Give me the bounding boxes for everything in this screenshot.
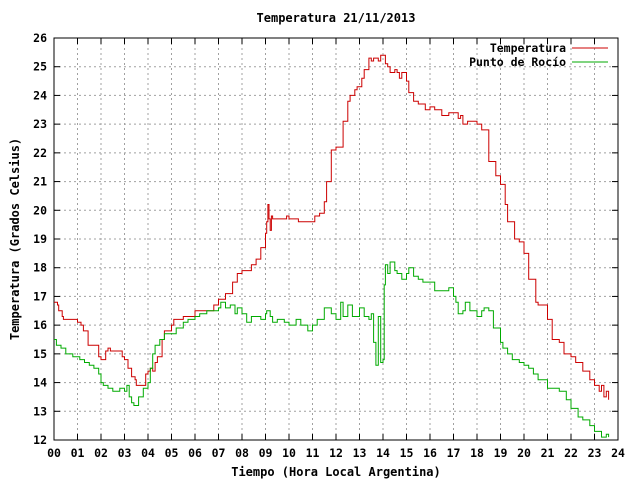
legend-label-punto-de-rocio: Punto de Rocío xyxy=(469,55,566,69)
x-tick-label: 00 xyxy=(47,446,61,460)
x-tick-label: 05 xyxy=(165,446,179,460)
x-tick-label: 01 xyxy=(71,446,85,460)
y-tick-label: 20 xyxy=(33,203,47,217)
y-tick-label: 26 xyxy=(33,31,47,45)
x-tick-label: 03 xyxy=(118,446,132,460)
x-tick-label: 18 xyxy=(470,446,484,460)
x-tick-label: 02 xyxy=(94,446,108,460)
x-tick-label: 13 xyxy=(353,446,367,460)
x-axis-label: Tiempo (Hora Local Argentina) xyxy=(231,465,441,479)
x-tick-label: 11 xyxy=(306,446,320,460)
y-tick-label: 17 xyxy=(33,289,47,303)
y-tick-label: 13 xyxy=(33,404,47,418)
chart-title: Temperatura 21/11/2013 xyxy=(257,11,416,25)
x-tick-label: 16 xyxy=(423,446,437,460)
y-tick-labels: 12 13 14 15 16 17 18 19 20 21 22 23 24 25 26 xyxy=(33,31,47,447)
x-tick-label: 12 xyxy=(329,446,343,460)
x-tick-labels: 00 01 02 03 04 05 06 07 08 09 10 11 12 13 14 15 16 17 18 19… xyxy=(47,446,625,460)
x-tick-label: 22 xyxy=(564,446,578,460)
y-tick-label: 18 xyxy=(33,261,47,275)
y-tick-label: 23 xyxy=(33,117,47,131)
x-tick-label: 17 xyxy=(447,446,461,460)
y-tick-label: 14 xyxy=(33,376,47,390)
y-axis-label: Temperatura (Grados Celsius) xyxy=(8,138,22,340)
x-tick-label: 24 xyxy=(611,446,625,460)
x-tick-label: 23 xyxy=(588,446,602,460)
plot-frame xyxy=(53,37,619,441)
x-tick-label: 06 xyxy=(188,446,202,460)
x-tick-label: 15 xyxy=(400,446,414,460)
x-tick-label: 08 xyxy=(235,446,249,460)
y-tick-label: 12 xyxy=(33,433,47,447)
x-tick-label: 10 xyxy=(282,446,296,460)
y-tick-label: 21 xyxy=(33,175,47,189)
x-tick-label: 14 xyxy=(376,446,390,460)
y-tick-label: 15 xyxy=(33,347,47,361)
x-tick-label: 09 xyxy=(259,446,273,460)
x-tick-label: 21 xyxy=(541,446,555,460)
legend-label-temperatura: Temperatura xyxy=(490,41,566,55)
x-tick-label: 19 xyxy=(494,446,508,460)
x-tick-label: 04 xyxy=(141,446,155,460)
grid-lines xyxy=(53,37,619,441)
y-tick-label: 19 xyxy=(33,232,47,246)
legend-entry-punto-de-rocio: Punto de Rocío xyxy=(469,55,608,69)
y-tick-label: 25 xyxy=(33,60,47,74)
series-line-temperatura xyxy=(54,54,610,400)
series-lines xyxy=(54,54,610,438)
x-tick-label: 20 xyxy=(517,446,531,460)
legend-entry-temperatura: Temperatura xyxy=(490,41,608,55)
x-tick-label: 07 xyxy=(212,446,226,460)
y-tick-label: 16 xyxy=(33,318,47,332)
y-tick-label: 24 xyxy=(33,88,47,102)
series-line-punto-de-rocio xyxy=(54,261,610,438)
y-tick-label: 22 xyxy=(33,146,47,160)
legend: Temperatura Punto de Rocío xyxy=(469,41,608,69)
